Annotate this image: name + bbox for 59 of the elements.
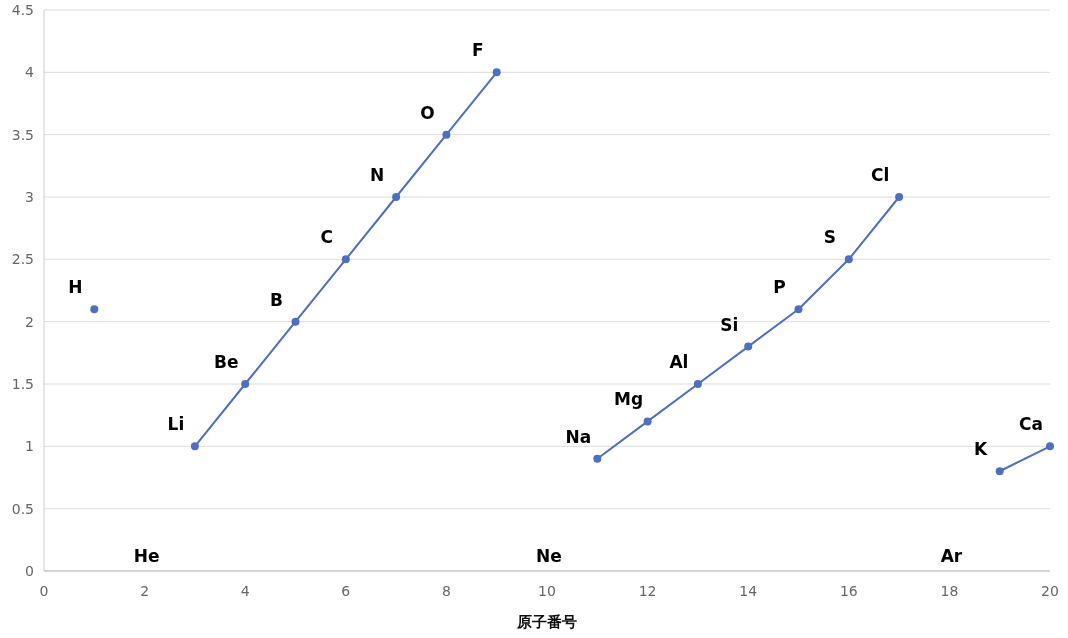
annotation: F [471, 40, 484, 61]
point [693, 380, 702, 388]
annotation: Ca [1019, 414, 1043, 435]
x-tick-label: 6 [341, 583, 351, 599]
point [643, 417, 652, 426]
y-tick-label: 3 [25, 189, 34, 205]
annotation: Ar [940, 546, 963, 566]
point [995, 467, 1004, 476]
x-tick-label: 12 [638, 583, 657, 599]
annotation: Li [167, 414, 185, 435]
y-tick-label: 0.5 [11, 500, 34, 517]
point [442, 130, 451, 139]
annotation: N [369, 165, 385, 185]
point [593, 454, 602, 463]
annotation: Mg [614, 389, 644, 410]
annotation: B [270, 289, 283, 310]
point [844, 255, 853, 264]
x-tick-label: 16 [839, 583, 858, 599]
annotation: Be [213, 352, 239, 372]
point [895, 193, 904, 201]
annotation: He [133, 546, 160, 566]
y-tick-label: 0 [25, 563, 34, 579]
point [341, 255, 350, 264]
x-tick-label: 20 [1041, 583, 1059, 599]
y-tick-label: 1.5 [11, 376, 34, 392]
annotation: Na [565, 426, 592, 447]
y-tick-label: 4.5 [11, 2, 34, 18]
annotation: H [68, 277, 83, 298]
point [1046, 442, 1054, 451]
annotation: Cl [870, 165, 890, 185]
x-tick-label: 18 [940, 583, 959, 599]
y-tick-label: 4 [25, 64, 35, 81]
point [190, 442, 199, 451]
x-tick-label: 10 [538, 583, 556, 599]
x-axis-title: 原子番号 [516, 613, 577, 631]
annotation: P [773, 277, 786, 298]
x-tick-label: 14 [739, 583, 758, 599]
annotation: O [420, 102, 435, 123]
point [392, 193, 401, 201]
point [241, 380, 250, 388]
point [492, 68, 501, 77]
x-tick-label: 8 [441, 583, 451, 599]
point [794, 305, 803, 314]
x-tick-label: 2 [140, 583, 150, 599]
annotation: Si [720, 314, 739, 335]
point [291, 317, 300, 326]
point [90, 305, 99, 314]
annotation: S [823, 227, 836, 248]
annotation: Ne [536, 546, 562, 566]
x-tick-label: 4 [240, 583, 250, 599]
y-tick-label: 1 [25, 438, 34, 455]
annotation: Al [669, 352, 689, 372]
x-tick-label: 0 [39, 583, 49, 599]
y-tick-label: 3.5 [11, 126, 34, 143]
point [744, 342, 753, 351]
annotation: C [320, 227, 334, 248]
y-tick-label: 2.5 [11, 251, 34, 268]
annotation: K [974, 439, 989, 460]
y-tick-label: 2 [25, 313, 34, 330]
